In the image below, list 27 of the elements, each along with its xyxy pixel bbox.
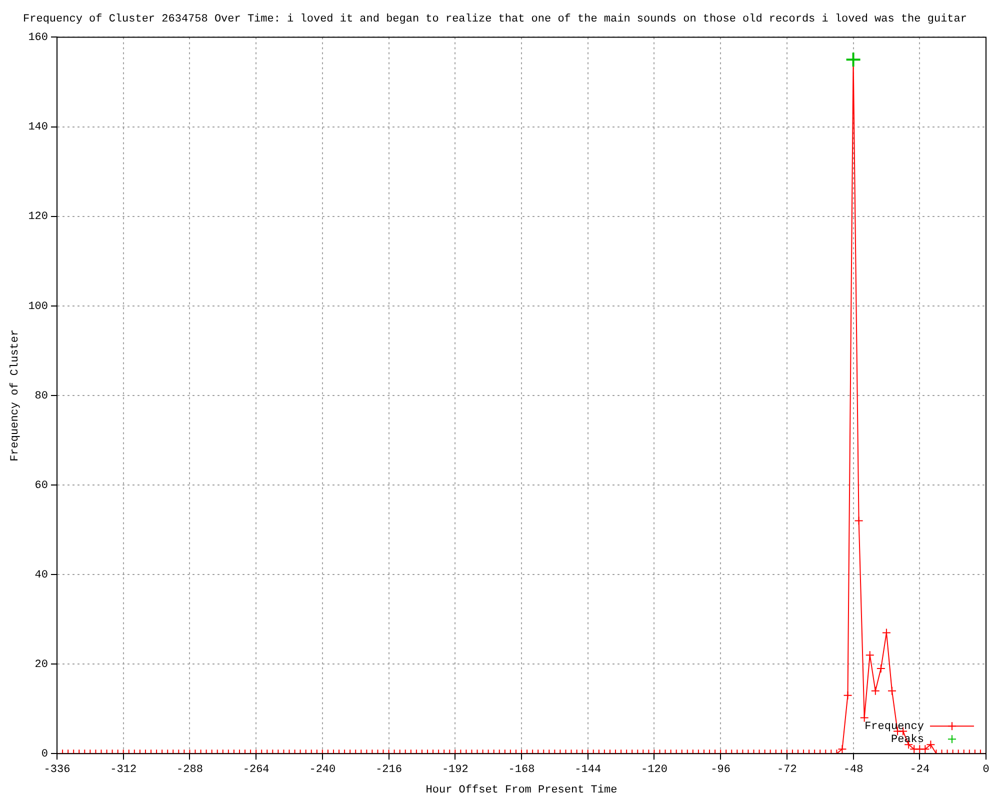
y-axis-title: Frequency of Cluster [10,329,22,462]
x-tick-label: -192 [442,764,468,776]
x-tick-label: -24 [910,764,930,776]
x-tick-label: -312 [110,764,137,776]
x-tick-label: 0 [982,764,990,776]
x-tick-label: -336 [44,764,70,776]
y-tick-label: 160 [28,32,48,44]
x-tick-label: -144 [574,764,602,776]
y-tick-label: 60 [34,480,48,492]
chart-title: Frequency of Cluster 2634758 Over Time: i loved it and began to realize that one of the main sounds on those old records i loved was the guitar [23,14,967,26]
x-tick-label: -96 [710,764,730,776]
x-tick-label: -168 [508,764,535,776]
y-tick-label: 80 [34,390,48,402]
x-tick-label: -120 [641,764,668,776]
x-tick-label: -264 [242,764,270,776]
x-tick-label: -48 [843,764,864,776]
x-tick-label: -240 [309,764,336,776]
y-tick-label: 40 [34,569,48,582]
x-axis-title: Hour Offset From Present Time [426,784,618,796]
y-tick-label: 120 [28,211,48,224]
y-tick-label: 100 [28,300,48,313]
x-tick-label: -216 [376,764,402,776]
y-tick-label: 20 [34,658,48,671]
y-tick-label: 140 [28,122,48,134]
y-tick-label: 0 [41,748,48,761]
x-tick-label: -288 [176,764,203,776]
x-tick-label: -72 [777,764,797,776]
